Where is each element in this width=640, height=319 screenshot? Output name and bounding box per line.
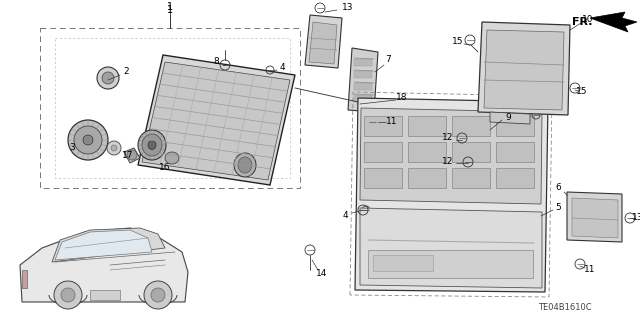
Text: 2: 2 [123,68,129,77]
Bar [354,59,372,66]
Text: 15: 15 [576,87,588,97]
Polygon shape [590,12,637,32]
Text: 11: 11 [584,265,596,275]
Text: 1: 1 [167,5,173,15]
Polygon shape [305,15,342,68]
Circle shape [68,120,108,160]
Bar [354,83,372,90]
Ellipse shape [234,153,256,177]
Bar [452,142,490,162]
Text: 8: 8 [213,57,219,66]
Text: 15: 15 [452,38,464,47]
Circle shape [83,135,93,145]
Polygon shape [142,62,290,180]
Circle shape [107,141,121,155]
Circle shape [111,145,117,151]
Bar [90,290,120,300]
Polygon shape [567,192,622,242]
Circle shape [144,281,172,309]
Bar [452,168,490,188]
Text: FR.: FR. [572,17,593,27]
Text: 3: 3 [69,144,75,152]
Bar [408,168,446,188]
Ellipse shape [142,134,162,156]
Text: 17: 17 [122,151,134,160]
Polygon shape [138,55,295,185]
Bar [354,71,372,78]
Polygon shape [360,208,542,288]
Bar [354,95,372,102]
Bar [364,142,402,162]
Bar [496,116,534,136]
Polygon shape [124,148,140,163]
Bar [452,116,490,136]
Text: 1: 1 [167,2,173,12]
Bar [373,255,433,271]
Ellipse shape [138,130,166,160]
Polygon shape [484,30,564,110]
Circle shape [54,281,82,309]
Polygon shape [20,228,188,302]
Text: 6: 6 [555,183,561,192]
Text: 13: 13 [632,213,640,222]
Polygon shape [360,108,542,204]
Bar [408,116,446,136]
Bar [364,116,402,136]
Polygon shape [355,98,548,292]
Circle shape [74,126,102,154]
Text: 13: 13 [342,3,354,11]
Text: 12: 12 [442,133,454,143]
Polygon shape [348,48,378,112]
Ellipse shape [148,140,156,150]
Polygon shape [572,198,618,238]
Polygon shape [309,22,337,64]
Ellipse shape [238,157,252,173]
Polygon shape [478,22,570,115]
Polygon shape [55,230,152,260]
Polygon shape [52,228,165,262]
Text: 12: 12 [442,158,454,167]
Text: 14: 14 [316,270,328,278]
Text: 10: 10 [582,16,594,25]
Bar [496,142,534,162]
Text: 9: 9 [505,114,511,122]
Bar [22,270,27,288]
Bar [408,142,446,162]
Text: 7: 7 [385,56,391,64]
Bar [368,250,533,278]
Bar [496,168,534,188]
Text: 16: 16 [159,164,171,173]
Text: 18: 18 [396,93,408,102]
Circle shape [97,67,119,89]
Text: 4: 4 [342,211,348,219]
Text: 5: 5 [555,204,561,212]
Circle shape [151,288,165,302]
Circle shape [61,288,75,302]
Text: 4: 4 [279,63,285,72]
Polygon shape [490,112,530,124]
Text: 11: 11 [387,117,397,127]
Bar [364,168,402,188]
Circle shape [127,150,137,160]
Text: TE04B1610C: TE04B1610C [538,303,592,313]
Circle shape [102,72,114,84]
Ellipse shape [165,152,179,164]
